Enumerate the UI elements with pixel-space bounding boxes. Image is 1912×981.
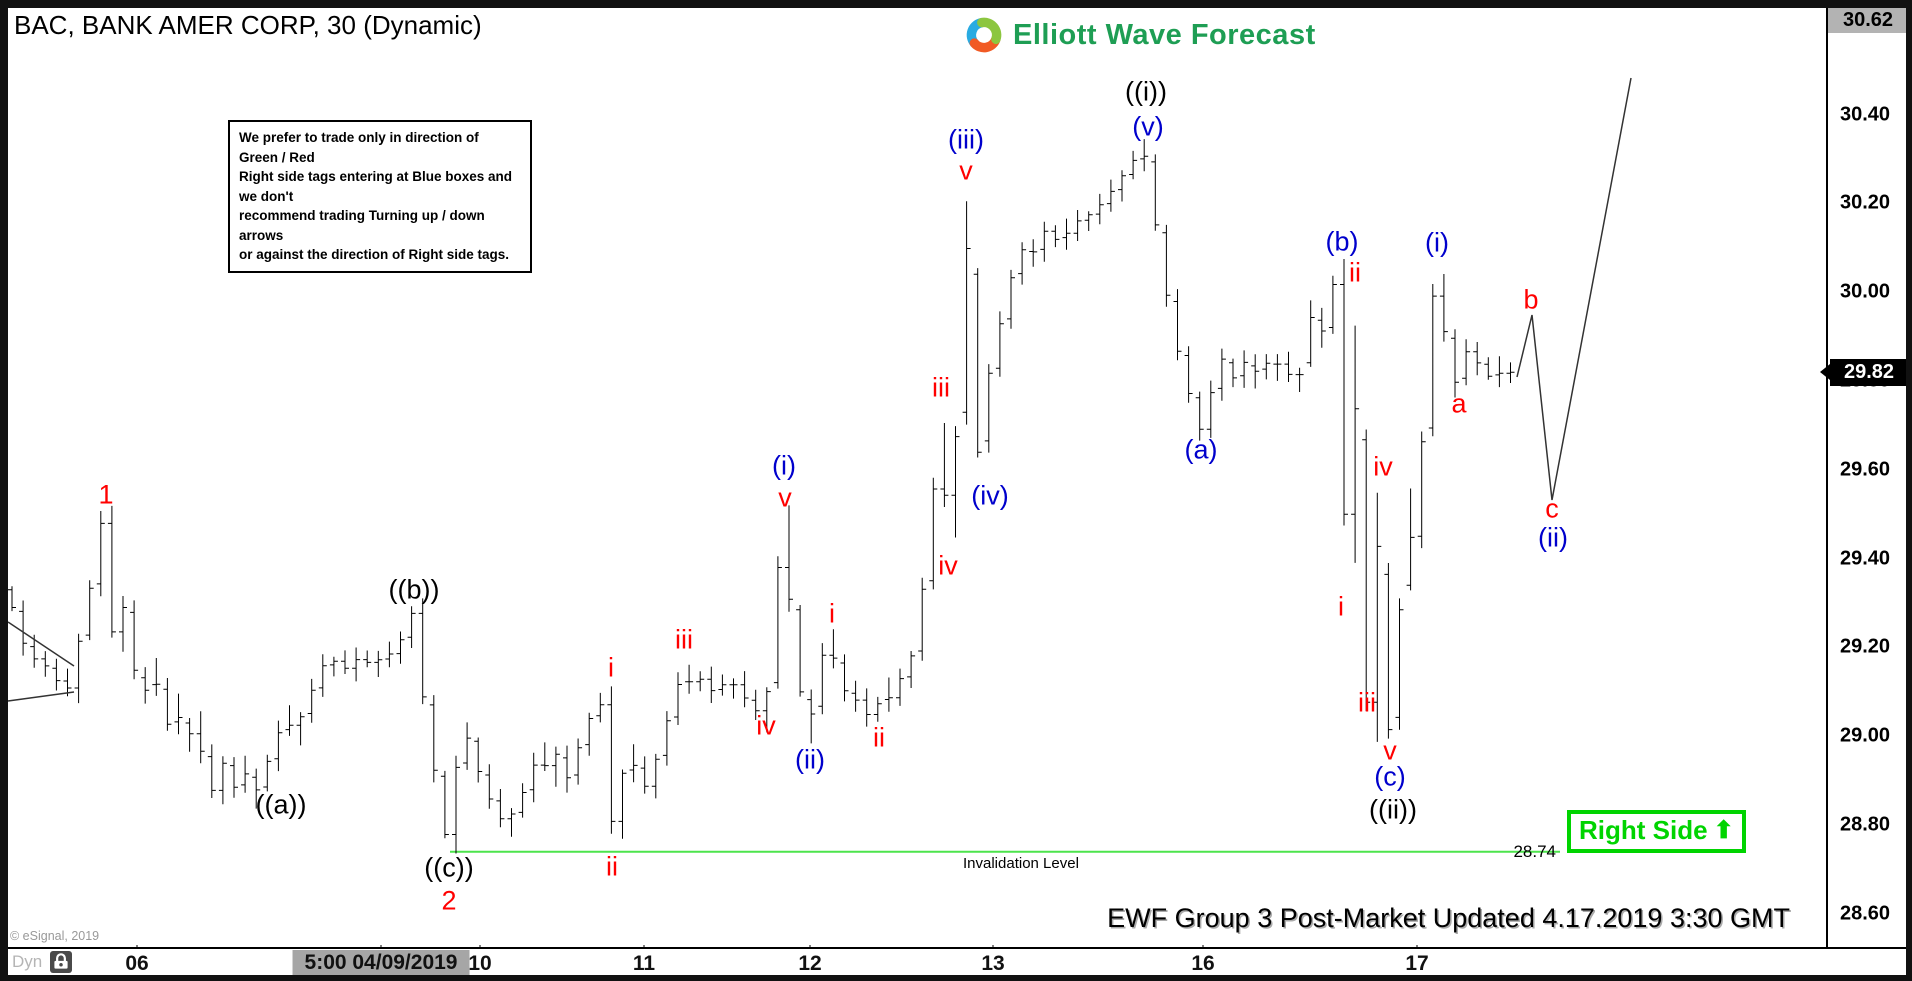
current-price-value: 29.82 [1843, 360, 1895, 383]
wave-label: ii [1349, 257, 1361, 288]
session-high-box: 30.62 [1828, 8, 1908, 33]
wave-label: ((a)) [255, 789, 307, 820]
wave-label: v [959, 155, 973, 186]
wave-label: iv [938, 550, 958, 581]
lock-icon[interactable] [50, 951, 72, 973]
price-axis-label: 29.20 [1840, 635, 1891, 658]
time-axis-label: 17 [1405, 952, 1429, 975]
price-axis-label: 28.80 [1840, 813, 1891, 836]
wave-label: ((ii)) [1369, 794, 1417, 825]
price-arrow-icon [1820, 364, 1830, 381]
window-edge-top [0, 0, 1912, 8]
time-axis[interactable]: Dyn 06 5:00 04/09/2019 10 11 12 13 16 17 [8, 947, 1906, 977]
wave-label: 1 [98, 479, 114, 510]
update-note: EWF Group 3 Post-Market Updated 4.17.201… [1107, 903, 1790, 933]
price-scale[interactable]: 30.62 29.82 30.4030.2030.0029.8029.6029.… [1820, 8, 1908, 947]
price-axis-label: 30.20 [1840, 191, 1891, 214]
wave-label: ((i)) [1125, 76, 1167, 107]
wave-label: ii [606, 851, 618, 882]
price-axis-label: 29.60 [1840, 458, 1891, 481]
wave-label: (a) [1184, 434, 1218, 465]
time-axis-label: 5:00 04/09/2019 [292, 950, 470, 976]
wave-label: v [778, 482, 792, 513]
window-edge-bottom [0, 975, 1912, 981]
wave-label: i [829, 598, 835, 629]
wave-label: (iv) [971, 480, 1009, 511]
wave-label: (ii) [795, 744, 825, 775]
wave-label: (v) [1132, 111, 1164, 142]
invalidation-price-value: 28.74 [1513, 841, 1556, 861]
disclaimer-line: Right side tags entering at Blue boxes a… [239, 169, 513, 204]
window-edge-right [1906, 0, 1912, 981]
wave-label: ii [873, 722, 885, 753]
wave-label: c [1545, 493, 1559, 524]
wave-label: iii [932, 372, 950, 403]
wave-label: iii [675, 624, 693, 655]
wave-label: b [1523, 284, 1539, 315]
brand-name: Elliott Wave Forecast [1013, 18, 1316, 51]
brand-logo: Elliott Wave Forecast [963, 14, 1316, 56]
dyn-mode-label: Dyn [12, 952, 43, 971]
disclaimer-line: We prefer to trade only in direction of … [239, 130, 479, 165]
chart-title: BAC, BANK AMER CORP, 30 (Dynamic) [14, 10, 482, 40]
time-axis-label: 13 [981, 952, 1005, 975]
wave-label: i [1338, 591, 1344, 622]
price-axis-label: 30.40 [1840, 103, 1891, 126]
wave-label: ((c)) [424, 852, 474, 883]
wave-label: ((b)) [388, 574, 440, 605]
time-axis-label: 06 [125, 952, 149, 975]
time-axis-label: 10 [468, 952, 492, 975]
wave-label: (b) [1325, 226, 1359, 257]
wave-label: v [1383, 735, 1397, 766]
wave-label: (c) [1374, 761, 1406, 792]
time-axis-label: 11 [632, 952, 656, 975]
window-edge-left [0, 0, 8, 981]
wave-label: (ii) [1538, 522, 1568, 553]
wave-label: iii [1358, 687, 1376, 718]
price-axis-label: 30.00 [1840, 280, 1891, 303]
disclaimer-line: or against the direction of Right side t… [239, 247, 510, 263]
wave-label: a [1451, 388, 1467, 419]
wave-label: 2 [441, 885, 457, 916]
price-axis-label: 29.00 [1840, 724, 1891, 747]
trendline [7, 621, 75, 667]
wave-label: i [608, 652, 614, 683]
time-axis-label: 12 [798, 952, 822, 975]
trading-disclaimer-box: We prefer to trade only in direction of … [228, 120, 532, 273]
esignal-copyright: © eSignal, 2019 [10, 929, 100, 943]
wave-label: (iii) [948, 124, 984, 155]
up-arrow-icon: ⬆ [1713, 817, 1734, 844]
wave-label: iv [1373, 451, 1393, 482]
time-axis-label: 16 [1191, 952, 1215, 975]
wave-label: (i) [772, 450, 796, 481]
price-bars [8, 139, 1515, 854]
swirl-logo-icon [966, 17, 1002, 53]
price-axis-label: 29.40 [1840, 547, 1891, 570]
wave-label: (i) [1425, 227, 1449, 258]
current-price-box: 29.82 [1820, 358, 1908, 386]
wave-label: iv [756, 710, 776, 741]
wave-projection-line [1516, 77, 1632, 501]
price-axis-label: 28.60 [1840, 902, 1891, 925]
trendline [7, 691, 75, 702]
right-side-tag: Right Side ⬆ [1567, 810, 1746, 853]
invalidation-level-label: Invalidation Level [963, 854, 1079, 872]
disclaimer-line: recommend trading Turning up / down arro… [239, 208, 485, 243]
right-side-tag-text: Right Side [1579, 815, 1708, 845]
